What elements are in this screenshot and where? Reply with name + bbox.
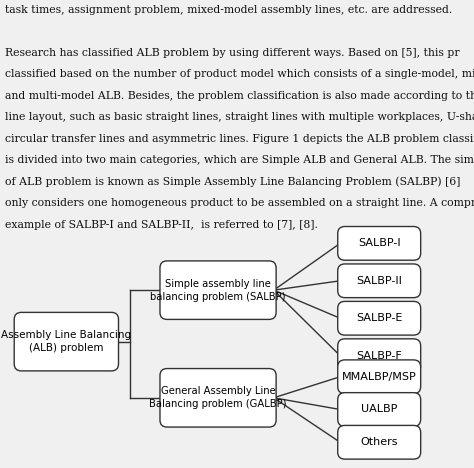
- Text: Assembly Line Balancing
(ALB) problem: Assembly Line Balancing (ALB) problem: [1, 330, 131, 353]
- FancyBboxPatch shape: [337, 227, 421, 260]
- Text: General Assembly Line
Balancing problem (GALBP): General Assembly Line Balancing problem …: [149, 387, 287, 409]
- Text: Research has classified ALB problem by using different ways. Based on [5], this : Research has classified ALB problem by u…: [5, 48, 459, 58]
- Text: only considers one homogeneous product to be assembled on a straight line. A com: only considers one homogeneous product t…: [5, 198, 474, 208]
- Text: SALBP-I: SALBP-I: [358, 238, 401, 249]
- Text: is divided into two main categories, which are Simple ALB and General ALB. The s: is divided into two main categories, whi…: [5, 155, 474, 165]
- Text: of ALB problem is known as Simple Assembly Line Balancing Problem (SALBP) [6]: of ALB problem is known as Simple Assemb…: [5, 177, 460, 188]
- FancyBboxPatch shape: [14, 313, 118, 371]
- Text: line layout, such as basic straight lines, straight lines with multiple workplac: line layout, such as basic straight line…: [5, 112, 474, 122]
- Text: MMALBP/MSP: MMALBP/MSP: [342, 372, 417, 382]
- FancyBboxPatch shape: [337, 425, 421, 459]
- Text: example of SALBP-I and SALBP-II,  is referred to [7], [8].: example of SALBP-I and SALBP-II, is refe…: [5, 220, 318, 230]
- Text: and multi-model ALB. Besides, the problem classification is also made according : and multi-model ALB. Besides, the proble…: [5, 91, 474, 101]
- Text: Simple assembly line
balancing problem (SALBP): Simple assembly line balancing problem (…: [150, 279, 286, 301]
- Text: UALBP: UALBP: [361, 404, 397, 415]
- FancyBboxPatch shape: [337, 301, 421, 335]
- Text: SALBP-F: SALBP-F: [356, 351, 402, 361]
- FancyBboxPatch shape: [337, 339, 421, 373]
- Text: circular transfer lines and asymmetric lines. Figure 1 depicts the ALB problem c: circular transfer lines and asymmetric l…: [5, 134, 474, 144]
- Text: task times, assignment problem, mixed-model assembly lines, etc. are addressed.: task times, assignment problem, mixed-mo…: [5, 5, 452, 15]
- Text: SALBP-E: SALBP-E: [356, 313, 402, 323]
- FancyBboxPatch shape: [337, 360, 421, 394]
- FancyBboxPatch shape: [160, 261, 276, 319]
- FancyBboxPatch shape: [337, 264, 421, 298]
- Text: SALBP-II: SALBP-II: [356, 276, 402, 286]
- FancyBboxPatch shape: [337, 393, 421, 426]
- FancyBboxPatch shape: [160, 369, 276, 427]
- Text: classified based on the number of product model which consists of a single-model: classified based on the number of produc…: [5, 69, 474, 79]
- Text: Others: Others: [360, 437, 398, 447]
